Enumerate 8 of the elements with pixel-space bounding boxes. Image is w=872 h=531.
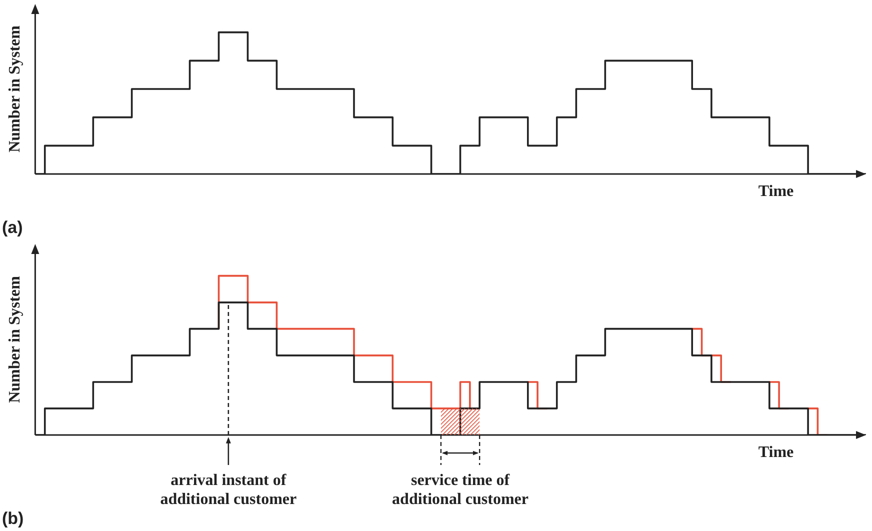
text: service time of additional customer bbox=[392, 472, 528, 508]
text: (b) bbox=[2, 509, 24, 529]
text: (a) bbox=[2, 218, 23, 238]
y-axis-title: Number in System bbox=[6, 24, 24, 152]
x-axis-title: Time bbox=[758, 183, 794, 200]
x-axis-title: Time bbox=[758, 444, 794, 462]
text: arrival instant of additional customer bbox=[160, 472, 297, 508]
y-axis-title: Number in System bbox=[6, 275, 24, 403]
